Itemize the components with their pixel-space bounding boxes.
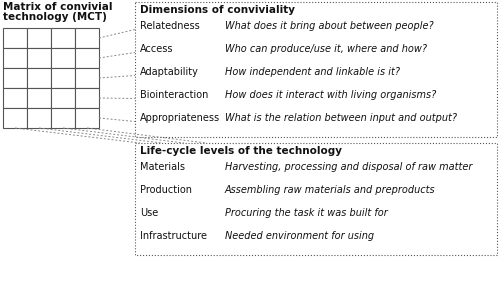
Bar	[75, 48, 99, 68]
Bar	[3, 48, 27, 68]
Text: Adaptability: Adaptability	[140, 67, 199, 77]
Text: How independent and linkable is it?: How independent and linkable is it?	[225, 67, 400, 77]
Text: Needed environment for using: Needed environment for using	[225, 231, 374, 241]
Bar	[135, 2, 497, 137]
Bar	[135, 143, 497, 255]
Text: Harvesting, processing and disposal of raw matter: Harvesting, processing and disposal of r…	[225, 162, 472, 172]
Bar	[75, 88, 99, 108]
Text: Access: Access	[140, 44, 173, 54]
Bar	[51, 48, 75, 68]
Bar	[51, 28, 75, 48]
Text: Production: Production	[140, 185, 192, 195]
Text: Matrix of convivial: Matrix of convivial	[3, 2, 112, 12]
Bar	[75, 68, 99, 88]
Text: Relatedness: Relatedness	[140, 21, 200, 31]
Bar	[3, 28, 27, 48]
Bar	[27, 28, 51, 48]
Text: Assembling raw materials and preproducts: Assembling raw materials and preproducts	[225, 185, 436, 195]
Bar	[27, 88, 51, 108]
Text: Life-cycle levels of the technology: Life-cycle levels of the technology	[140, 146, 342, 156]
Bar	[3, 68, 27, 88]
Text: Use: Use	[140, 208, 158, 218]
Bar	[51, 68, 75, 88]
Bar	[51, 108, 75, 128]
Text: Appropriateness: Appropriateness	[140, 113, 220, 123]
Text: Who can produce/use it, where and how?: Who can produce/use it, where and how?	[225, 44, 427, 54]
Text: What does it bring about between people?: What does it bring about between people?	[225, 21, 434, 31]
Bar	[3, 88, 27, 108]
Text: Materials: Materials	[140, 162, 185, 172]
Bar	[27, 108, 51, 128]
Text: What is the relation between input and output?: What is the relation between input and o…	[225, 113, 457, 123]
Text: Procuring the task it was built for: Procuring the task it was built for	[225, 208, 388, 218]
Bar	[75, 108, 99, 128]
Text: Biointeraction: Biointeraction	[140, 90, 208, 100]
Bar	[27, 68, 51, 88]
Text: technology (MCT): technology (MCT)	[3, 12, 107, 22]
Bar	[3, 108, 27, 128]
Bar	[51, 88, 75, 108]
Text: Infrastructure: Infrastructure	[140, 231, 207, 241]
Text: Dimensions of conviviality: Dimensions of conviviality	[140, 5, 295, 15]
Bar	[27, 48, 51, 68]
Bar	[75, 28, 99, 48]
Text: How does it interact with living organisms?: How does it interact with living organis…	[225, 90, 436, 100]
